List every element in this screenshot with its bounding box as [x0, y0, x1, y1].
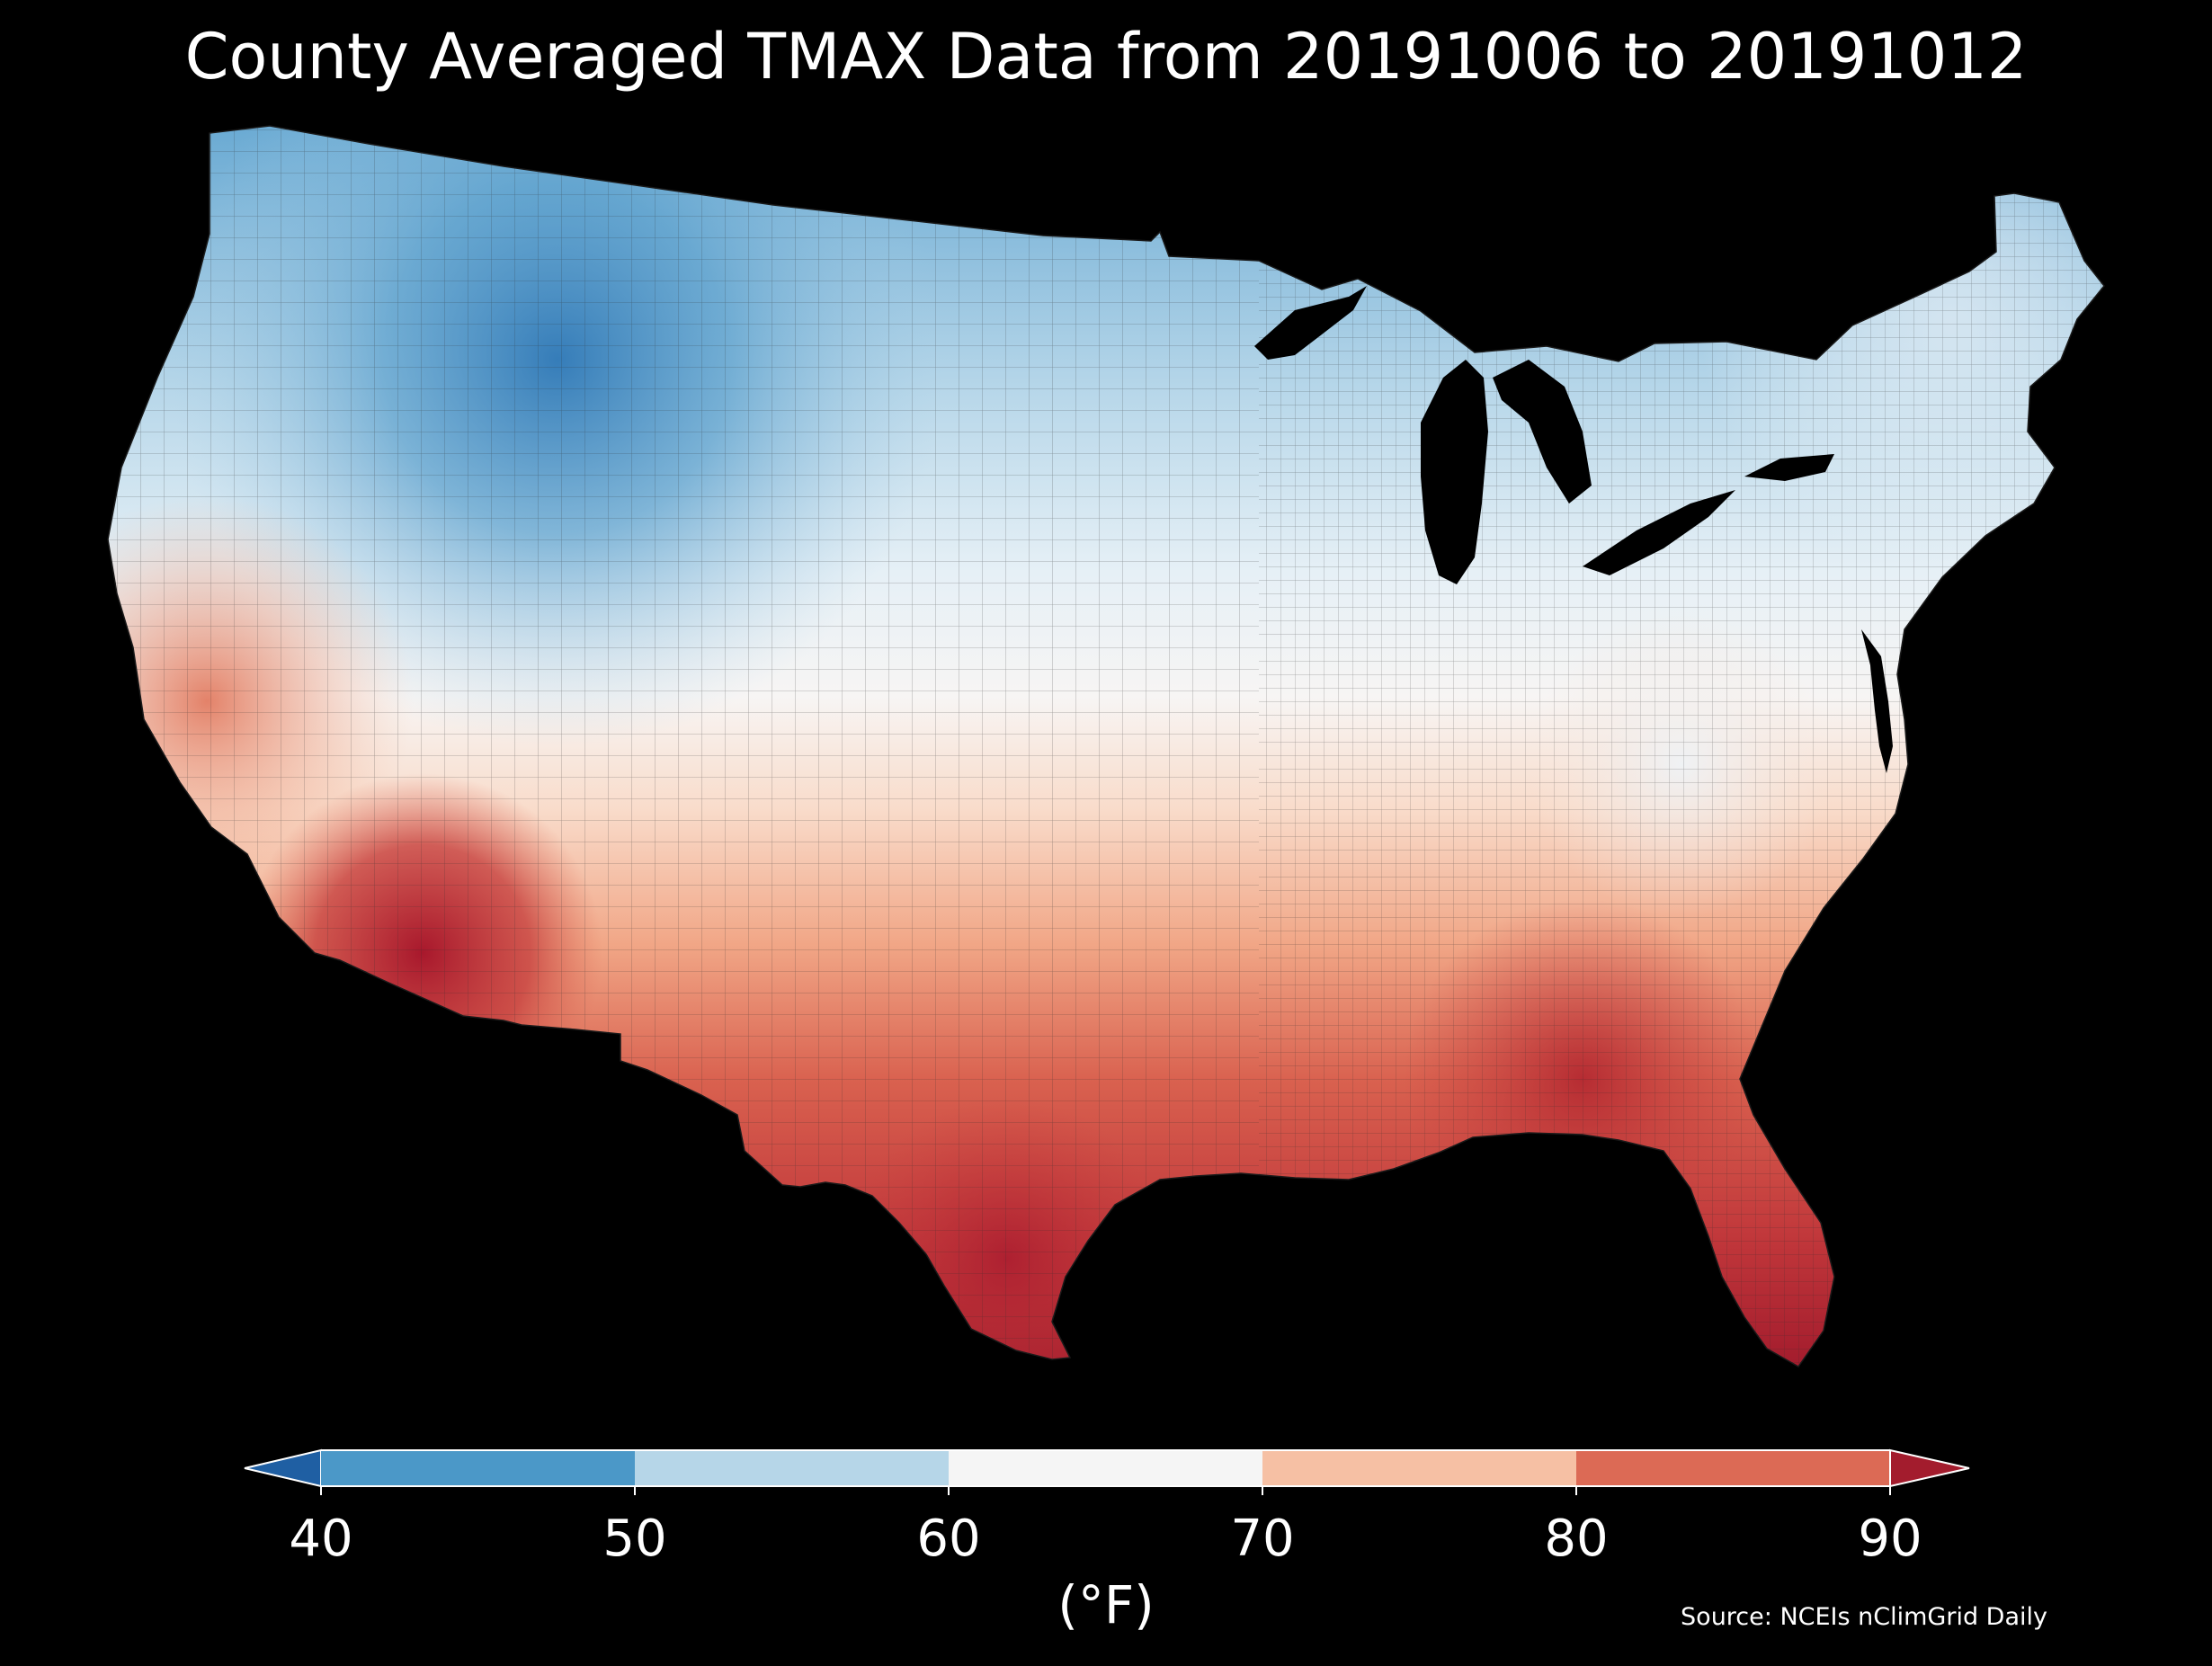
chesapeake-bay: [1861, 629, 1893, 773]
colorbar-bin-70-80: [1262, 1450, 1576, 1486]
colorbar-bin-40-50: [321, 1450, 635, 1486]
colorbar-tick-label: 90: [1858, 1510, 1922, 1568]
colorbar-extend-high: [1889, 1448, 1970, 1488]
great-lakes: [1254, 286, 1834, 584]
colorbar-bin-50-60: [635, 1450, 949, 1486]
colorbar-extend-low: [244, 1448, 322, 1488]
us-county-map: [107, 125, 2105, 1368]
colorbar-bin-80-90: [1576, 1450, 1890, 1486]
colorbar-bin-60-70: [949, 1450, 1262, 1486]
colorbar-tick-label: 80: [1544, 1510, 1609, 1568]
colorbar-tick-label: 50: [602, 1510, 667, 1568]
colorbar: [244, 1448, 1970, 1495]
us-outline: [107, 125, 2105, 1368]
colorbar-tick-label: 60: [916, 1510, 981, 1568]
colorbar-tick-label: 40: [289, 1510, 353, 1568]
map-title: County Averaged TMAX Data from 20191006 …: [184, 20, 2028, 94]
colorbar-unit-label: (°F): [1057, 1574, 1155, 1635]
source-credit: Source: NCEIs nClimGrid Daily: [1681, 1603, 2047, 1631]
colorbar-tick-label: 70: [1230, 1510, 1295, 1568]
